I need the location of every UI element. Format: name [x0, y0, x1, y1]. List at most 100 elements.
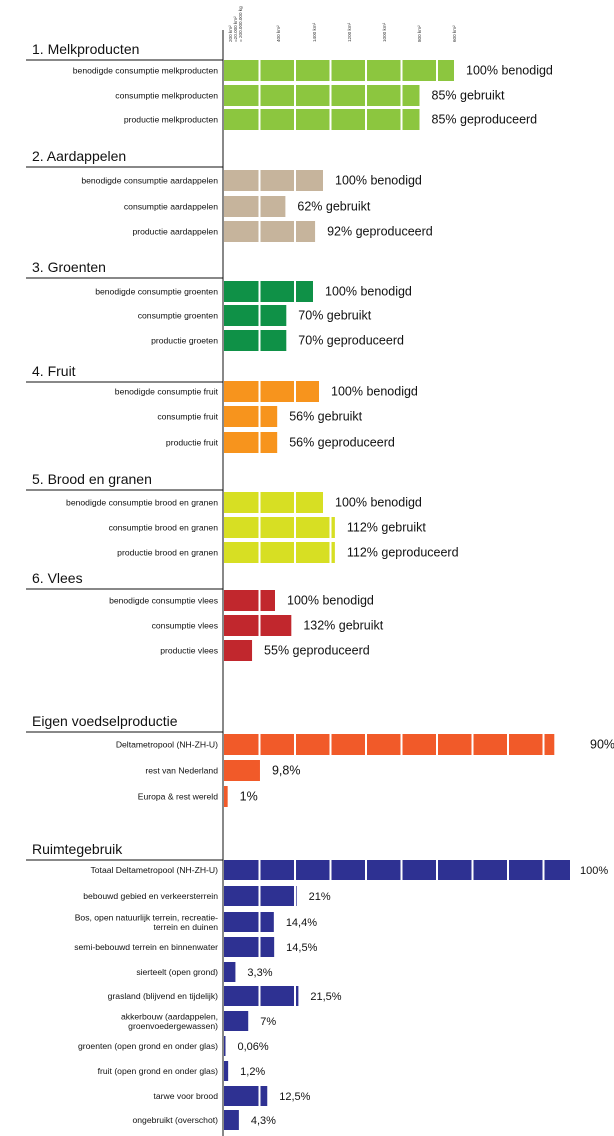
category-label: semi-bebouwd terrein en binnenwater — [74, 942, 218, 952]
bar-productie-brood-en-granen — [224, 542, 335, 563]
category-label: benodigde consumptie vlees — [109, 596, 218, 606]
category-label: productie melkproducten — [124, 115, 218, 125]
category-label: sierteelt (open grond) — [136, 967, 218, 977]
value-label: 0,06% — [238, 1041, 269, 1053]
value-label: 100% benodigd — [287, 594, 374, 608]
category-label: productie fruit — [166, 438, 219, 448]
value-label: 62% gebruikt — [297, 200, 370, 214]
category-label: rest van Nederland — [145, 766, 218, 776]
bar-productie-aardappelen — [224, 221, 316, 242]
category-label: benodigde consumptie groenten — [95, 287, 218, 297]
category-label: benodigde consumptie fruit — [115, 387, 219, 397]
category-label: consumptie melkproducten — [115, 91, 218, 101]
bar-akkerbouw-aardappelen-groenvoedergewassen — [224, 1011, 249, 1031]
value-label: 21,5% — [310, 991, 341, 1003]
chart-title-4-fruit: 4. Fruit — [32, 363, 76, 379]
bar-ongebruikt-overschot — [224, 1110, 239, 1130]
value-label: 1,2% — [240, 1066, 265, 1078]
value-label: 21% — [309, 891, 331, 903]
value-label: 100% benodigd — [331, 385, 418, 399]
category-label: fruit (open grond en onder glas) — [98, 1066, 219, 1076]
bar-totaal-deltametropool-nh-zh-u — [224, 860, 570, 880]
bar-deltametropool-nh-zh-u — [224, 734, 555, 755]
axis-tick-label: 1400 km² — [312, 22, 317, 42]
category-label: Europa & rest wereld — [138, 792, 218, 802]
value-label: 100% — [580, 865, 608, 877]
axis-tick-label: 1200 km² — [347, 22, 352, 42]
value-label: 56% geproduceerd — [289, 436, 395, 450]
category-label: productie groeten — [151, 336, 218, 346]
bar-sierteelt-open-grond — [224, 962, 236, 982]
category-label: akkerbouw (aardappelen, — [121, 1012, 218, 1022]
value-label: 85% gebruikt — [432, 89, 505, 103]
value-label: 56% gebruikt — [289, 410, 362, 424]
chart-title-6-vlees: 6. Vlees — [32, 570, 83, 586]
value-label: 90% — [590, 738, 614, 752]
value-label: 112% gebruikt — [347, 521, 427, 535]
value-label: 70% geproduceerd — [298, 334, 404, 348]
category-label: consumptie vlees — [152, 621, 218, 631]
chart-title-5-brood-en-granen: 5. Brood en granen — [32, 471, 152, 487]
value-label: 100% benodigd — [335, 496, 422, 510]
bar-productie-melkproducten — [224, 109, 420, 130]
value-label: 92% geproduceerd — [327, 225, 433, 239]
category-label: Deltametropool (NH-ZH-U) — [116, 740, 218, 750]
bar-consumptie-aardappelen — [224, 196, 286, 217]
category-label: consumptie aardappelen — [124, 202, 218, 212]
bar-productie-vlees — [224, 640, 253, 661]
bar-benodigde-consumptie-aardappelen — [224, 170, 323, 191]
bar-benodigde-consumptie-brood-en-granen — [224, 492, 323, 513]
bar-groenten-open-grond-en-onder-glas — [224, 1036, 226, 1056]
chart-title-3-groenten: 3. Groenten — [32, 259, 106, 275]
bar-productie-groeten — [224, 330, 287, 351]
category-label: consumptie brood en granen — [109, 523, 219, 533]
axis-tick-label: 600 km² — [452, 25, 457, 42]
axis-tick-label: 400 km² — [276, 25, 281, 42]
bar-consumptie-groenten — [224, 305, 287, 326]
value-label: 3,3% — [247, 967, 272, 979]
value-label: 7% — [260, 1016, 276, 1028]
category-label: benodigde consumptie melkproducten — [73, 66, 218, 76]
category-label: Bos, open natuurlijk terrein, recreatie- — [75, 913, 218, 923]
value-label: 100% benodigd — [466, 64, 553, 78]
value-label: 100% benodigd — [335, 174, 422, 188]
chart-title-ruimtegebruik: Ruimtegebruik — [32, 841, 123, 857]
bar-fruit-open-grond-en-onder-glas — [224, 1061, 229, 1081]
value-label: 4,3% — [251, 1115, 276, 1127]
value-label: 70% gebruikt — [298, 309, 371, 323]
bar-bos-open-natuurlijk-terrein-recreatie-terrein-en-duinen — [224, 912, 274, 932]
category-label: productie vlees — [160, 646, 218, 656]
axis-tick-label: 800 km² — [417, 25, 422, 42]
bar-benodigde-consumptie-groenten — [224, 281, 313, 302]
value-label: 55% geproduceerd — [264, 644, 370, 658]
bar-europa-rest-wereld — [224, 786, 228, 807]
category-label: productie aardappelen — [132, 227, 218, 237]
axis-tick-label: = 200.000.000 kg — [238, 6, 243, 42]
category-label: productie brood en granen — [117, 548, 218, 558]
category-label: groenten (open grond en onder glas) — [78, 1041, 218, 1051]
value-label: 14,4% — [286, 917, 317, 929]
axis-tick-label: 200 km² — [228, 25, 233, 42]
axis-tick-label: 1000 km² — [382, 22, 387, 42]
bar-benodigde-consumptie-melkproducten — [224, 60, 454, 81]
chart-title-2-aardappelen: 2. Aardappelen — [32, 148, 126, 164]
bar-productie-fruit — [224, 432, 278, 453]
category-label: groenvoedergewassen) — [128, 1021, 218, 1031]
category-label: ongebruikt (overschot) — [132, 1115, 218, 1125]
chart-title-1-melkproducten: 1. Melkproducten — [32, 41, 139, 57]
bar-consumptie-melkproducten — [224, 85, 420, 106]
category-label: tarwe voor brood — [154, 1091, 219, 1101]
chart-title-eigen-voedselproductie: Eigen voedselproductie — [32, 713, 178, 729]
value-label: 112% geproduceerd — [347, 546, 459, 560]
category-label: benodigde consumptie aardappelen — [81, 176, 218, 186]
bar-semi-bebouwd-terrein-en-binnenwater — [224, 937, 275, 957]
bar-tarwe-voor-brood — [224, 1086, 268, 1106]
value-label: 1% — [240, 790, 258, 804]
category-label: benodigde consumptie brood en granen — [66, 498, 218, 508]
category-label: grasland (blijvend en tijdelijk) — [108, 991, 218, 1001]
bar-consumptie-fruit — [224, 406, 278, 427]
bar-rest-van-nederland — [224, 760, 260, 781]
value-label: 12,5% — [279, 1091, 310, 1103]
bar-consumptie-brood-en-granen — [224, 517, 335, 538]
